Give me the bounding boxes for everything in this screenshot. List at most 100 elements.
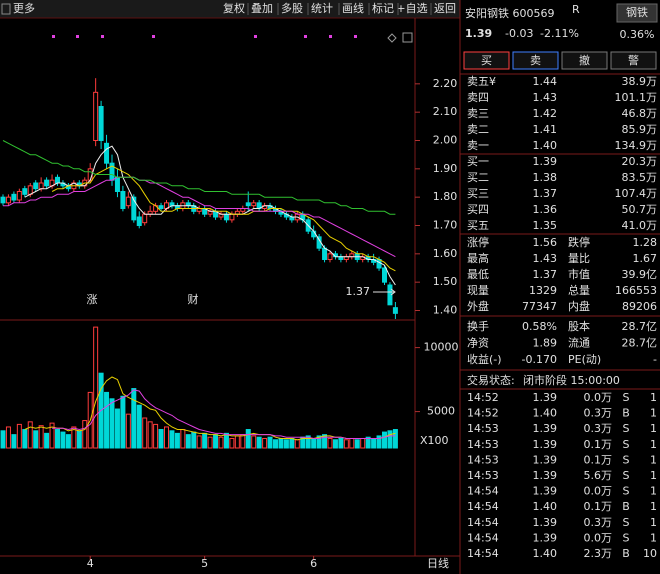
sector-badge[interactable] [616, 3, 658, 23]
volume-bar [82, 420, 88, 449]
volume-bar [131, 388, 137, 449]
y-tick-label: 1.80 [433, 190, 458, 203]
ma-line [3, 176, 396, 258]
tick-side: B [622, 500, 630, 513]
stat-label: 流通 [568, 336, 590, 350]
ma-line [2, 140, 396, 215]
candle-body [136, 216, 142, 226]
toolbar-button[interactable]: 多股 [281, 1, 303, 15]
volume-bar [158, 429, 164, 449]
stock-title: 安阳钢铁 600569 [465, 6, 555, 20]
order-button[interactable] [561, 51, 608, 70]
event-dot [52, 35, 55, 38]
volume-bar [174, 432, 180, 449]
candle-body [120, 191, 126, 209]
toolbar-button[interactable]: 画线 [342, 1, 364, 15]
ask-price: 1.43 [533, 91, 558, 104]
ask-volume: 85.9万 [622, 123, 658, 136]
volume-bar [180, 429, 186, 449]
tick-price: 1.40 [533, 500, 558, 513]
tick-time: 14:54 [467, 531, 499, 544]
bid-price: 1.38 [533, 171, 558, 184]
sector-name: 钢铁 [626, 6, 648, 19]
tick-time: 14:53 [467, 469, 499, 482]
event-dots [52, 35, 357, 38]
bid-label: 买五 [467, 219, 489, 232]
volume-bar [262, 437, 268, 449]
order-button[interactable] [512, 51, 559, 70]
order-button[interactable] [463, 51, 510, 70]
tick-volume: 0.3万 [584, 407, 613, 420]
volume-bar [93, 326, 99, 449]
event-dot [304, 35, 307, 38]
volume-bar [147, 421, 153, 449]
order-button-label[interactable]: 警 [628, 53, 639, 67]
bid-volume: 41.0万 [622, 219, 658, 232]
candle-body [327, 253, 333, 260]
volume-bar [136, 404, 142, 449]
volume-bar [16, 423, 22, 449]
toolbar-button[interactable]: 统计 [311, 2, 333, 15]
y-tick-label: 1.50 [433, 275, 458, 288]
tick-time: 14:54 [467, 485, 499, 498]
order-button-label[interactable]: 买 [481, 54, 492, 67]
toolbar-button[interactable]: 叠加 [251, 2, 273, 15]
tick-count: 1 [650, 485, 657, 498]
order-button-label[interactable]: 撤 [579, 53, 590, 67]
volume-bar [44, 432, 50, 449]
tick-volume: 0.1万 [584, 438, 613, 451]
ask-label: 卖四 [467, 91, 489, 104]
stat-label: 换手 [467, 319, 489, 333]
volume-bar [387, 430, 393, 449]
tick-count: 10 [643, 547, 657, 560]
event-label: 涨 [87, 293, 98, 306]
stat-value: 77347 [522, 300, 557, 313]
candle-body [104, 142, 110, 164]
stat-label: 收益(-) [467, 352, 502, 366]
stat-label: 涨停 [467, 235, 489, 249]
volume-bar [273, 439, 278, 449]
volume-bar [5, 426, 11, 449]
status-label: 交易状态: [467, 373, 515, 387]
tick-time: 14:53 [467, 438, 499, 451]
ask-volume: 46.8万 [622, 107, 658, 120]
event-label: 财 [188, 292, 199, 306]
stat-label: 内盘 [568, 299, 590, 313]
tick-price: 1.39 [533, 531, 558, 544]
bid-volume: 50.7万 [622, 203, 658, 216]
ma-line [51, 165, 396, 272]
candle-body [22, 188, 28, 195]
order-button[interactable] [610, 51, 657, 70]
tick-time: 14:54 [467, 547, 499, 560]
toolbar-button[interactable]: 标记 [372, 1, 394, 15]
order-button-label[interactable]: 卖 [530, 54, 541, 67]
y-tick-label: 2.10 [433, 105, 458, 118]
y-tick-label: 2.20 [433, 77, 458, 90]
volume-bar [60, 431, 66, 449]
tick-time: 14:53 [467, 453, 499, 466]
toolbar-button[interactable]: 复权 [223, 1, 245, 15]
tick-time: 14:52 [467, 391, 499, 404]
last-price: 1.39 [465, 27, 492, 40]
tick-price: 1.39 [533, 469, 558, 482]
tick-side: S [623, 438, 630, 451]
volume-bar [27, 421, 33, 449]
tick-price: 1.39 [533, 391, 558, 404]
candle-body [0, 196, 6, 204]
diamond-icon[interactable] [387, 33, 397, 43]
bid-price: 1.35 [533, 219, 558, 232]
price-change: -0.03 [505, 27, 533, 40]
period-label[interactable]: 日线 [427, 556, 449, 570]
stat-value: - [653, 353, 657, 366]
low-label: 1.37 [346, 285, 371, 298]
menu-icon[interactable] [1, 3, 11, 15]
volume-bar [365, 436, 371, 449]
toolbar-button[interactable]: 返回 [434, 2, 456, 15]
ask-price: 1.41 [533, 123, 558, 136]
volume-unit: X100 [420, 434, 449, 447]
toolbar-button[interactable]: +自选 [396, 2, 427, 15]
tick-price: 1.39 [533, 485, 558, 498]
more-button[interactable]: 更多 [13, 1, 35, 15]
window-icon[interactable] [402, 32, 413, 43]
